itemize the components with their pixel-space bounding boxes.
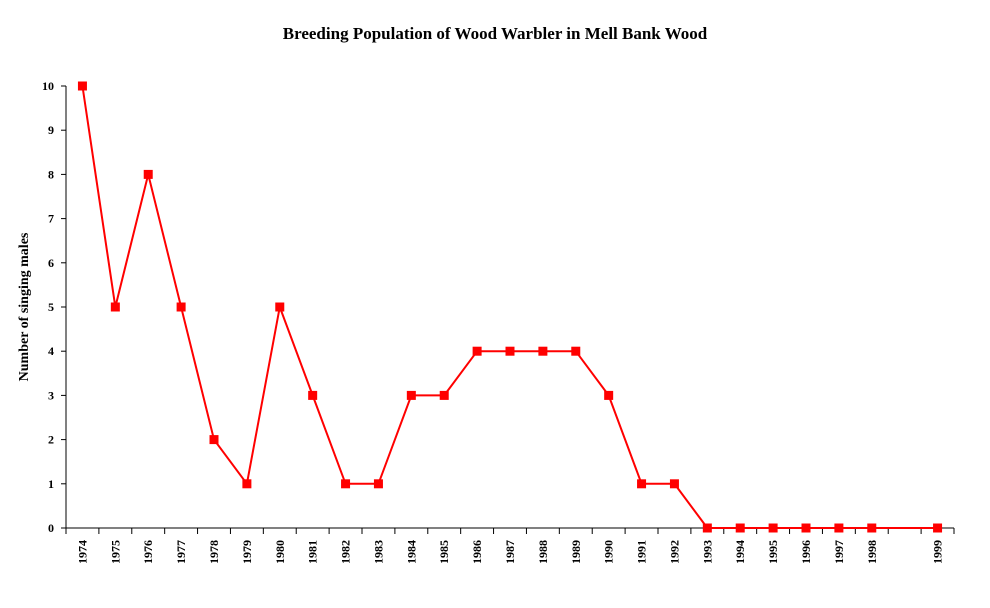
- x-tick-label: 1974: [75, 540, 89, 564]
- x-tick-label: 1983: [371, 540, 385, 564]
- data-point-marker: [867, 523, 877, 533]
- data-point-marker: [242, 479, 252, 489]
- data-point-marker: [176, 302, 186, 312]
- data-point-marker: [538, 346, 548, 356]
- data-point-marker: [406, 390, 416, 400]
- series-line: [81, 85, 938, 529]
- y-tick-label: 5: [48, 300, 54, 314]
- data-point-marker: [834, 523, 844, 533]
- x-tick-label: 1975: [108, 540, 122, 564]
- y-tick-label: 3: [48, 388, 54, 402]
- data-point-marker: [373, 479, 383, 489]
- data-point-marker: [702, 523, 712, 533]
- data-point-marker: [143, 169, 153, 179]
- x-tick-label: 1979: [240, 540, 254, 564]
- chart-title: Breeding Population of Wood Warbler in M…: [282, 24, 708, 43]
- data-point-marker: [209, 435, 219, 445]
- x-tick-label: 1986: [470, 540, 484, 564]
- x-tick-label: 1992: [667, 540, 681, 564]
- x-tick-label: 1985: [437, 540, 451, 564]
- x-tick-label: 1995: [766, 540, 780, 564]
- x-tick-label: 1987: [503, 540, 517, 564]
- data-point-marker: [308, 390, 318, 400]
- x-tick-label: 1994: [733, 540, 747, 564]
- data-point-marker: [933, 523, 943, 533]
- data-point-marker: [439, 390, 449, 400]
- x-tick-label: 1982: [339, 540, 353, 564]
- x-tick-label: 1997: [832, 540, 846, 564]
- data-point-marker: [604, 390, 614, 400]
- x-tick-label: 1978: [207, 540, 221, 564]
- y-tick-label: 6: [48, 256, 54, 270]
- y-tick-label: 2: [48, 433, 54, 447]
- y-tick-label: 10: [42, 79, 54, 93]
- x-tick-label: 1996: [799, 540, 813, 564]
- data-point-marker: [275, 302, 285, 312]
- y-axis-title: Number of singing males: [17, 232, 32, 381]
- x-tick-label: 1989: [569, 540, 583, 564]
- y-tick-label: 7: [48, 212, 54, 226]
- x-tick-label: 1991: [635, 540, 649, 564]
- x-tick-label: 1993: [700, 540, 714, 564]
- y-tick-label: 4: [48, 344, 54, 358]
- y-tick-label: 1: [48, 477, 54, 491]
- x-tick-label: 1999: [931, 540, 945, 564]
- data-point-marker: [801, 523, 811, 533]
- x-tick-label: 1984: [404, 540, 418, 564]
- data-point-marker: [571, 346, 581, 356]
- data-point-marker: [637, 479, 647, 489]
- x-tick-label: 1976: [141, 540, 155, 564]
- data-point-marker: [341, 479, 351, 489]
- x-tick-label: 1981: [306, 540, 320, 564]
- x-tick-label: 1990: [602, 540, 616, 564]
- data-point-marker: [669, 479, 679, 489]
- data-point-marker: [735, 523, 745, 533]
- y-tick-label: 0: [48, 521, 54, 535]
- data-point-marker: [77, 81, 87, 91]
- data-point-marker: [472, 346, 482, 356]
- x-tick-label: 1998: [865, 540, 879, 564]
- y-tick-label: 9: [48, 123, 54, 137]
- y-tick-label: 8: [48, 167, 54, 181]
- x-tick-label: 1980: [273, 540, 287, 564]
- x-tick-label: 1977: [174, 540, 188, 564]
- x-tick-label: 1988: [536, 540, 550, 564]
- data-point-marker: [505, 346, 515, 356]
- data-point-marker: [110, 302, 120, 312]
- data-point-marker: [768, 523, 778, 533]
